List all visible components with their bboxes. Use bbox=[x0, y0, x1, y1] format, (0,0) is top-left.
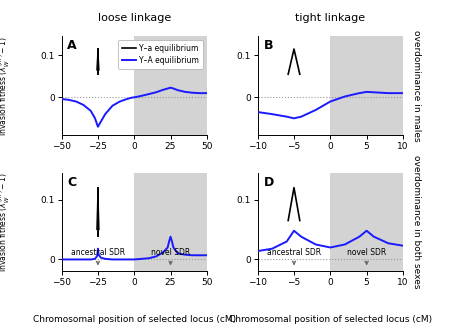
Bar bbox=[330, 36, 403, 135]
Bar bbox=[134, 36, 207, 135]
Text: overdominance in both sexes: overdominance in both sexes bbox=[412, 155, 421, 289]
Text: A: A bbox=[67, 39, 77, 52]
Text: Chromosomal position of selected locus (cM): Chromosomal position of selected locus (… bbox=[229, 315, 432, 324]
Text: novel SDR: novel SDR bbox=[347, 248, 386, 257]
Text: ancestral SDR: ancestral SDR bbox=[71, 248, 125, 257]
Text: tight linkage: tight linkage bbox=[295, 13, 365, 23]
Text: C: C bbox=[67, 176, 77, 189]
Text: novel SDR: novel SDR bbox=[151, 248, 190, 257]
Text: Invasion fitness ($\lambda_W^{(XY)}-1$): Invasion fitness ($\lambda_W^{(XY)}-1$) bbox=[0, 36, 12, 136]
Text: ancestral SDR: ancestral SDR bbox=[267, 248, 321, 257]
Bar bbox=[330, 173, 403, 271]
Text: loose linkage: loose linkage bbox=[98, 13, 171, 23]
Text: D: D bbox=[264, 176, 273, 189]
Text: B: B bbox=[264, 39, 273, 52]
Bar bbox=[134, 173, 207, 271]
Text: overdominance in males: overdominance in males bbox=[412, 30, 421, 142]
Text: Invasion fitness ($\lambda_W^{(XY)}-1$): Invasion fitness ($\lambda_W^{(XY)}-1$) bbox=[0, 172, 12, 272]
Legend: Y–a equilibrium, Y–A equilibrium: Y–a equilibrium, Y–A equilibrium bbox=[118, 40, 203, 69]
Text: Chromosomal position of selected locus (cM): Chromosomal position of selected locus (… bbox=[33, 315, 236, 324]
